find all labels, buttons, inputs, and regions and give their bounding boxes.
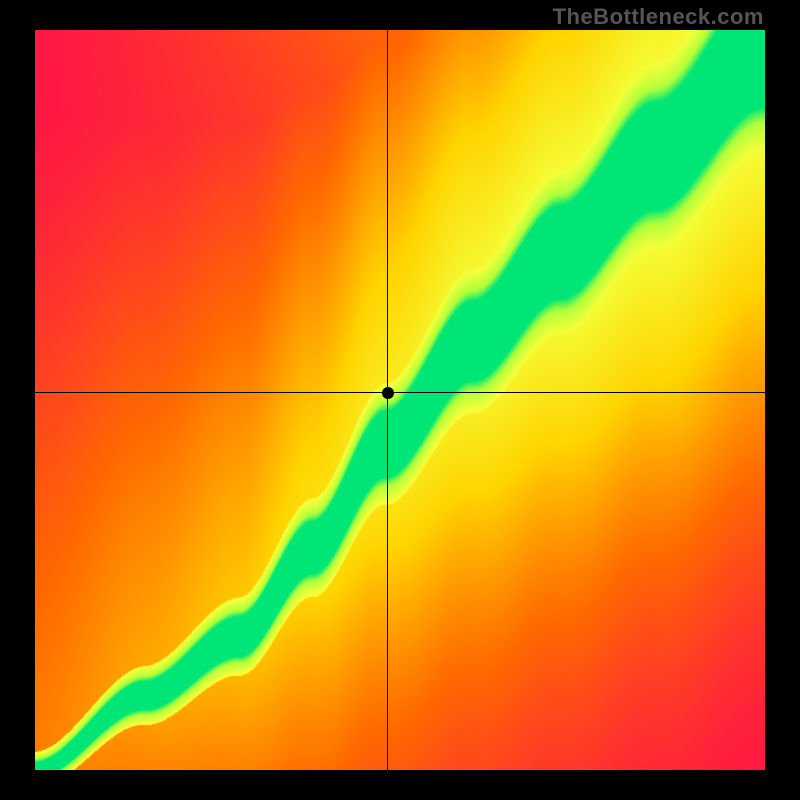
bottleneck-heatmap — [35, 30, 765, 770]
crosshair-horizontal — [35, 392, 765, 393]
crosshair-vertical — [387, 30, 388, 770]
watermark-text: TheBottleneck.com — [553, 4, 764, 30]
operating-point-marker — [382, 387, 394, 399]
